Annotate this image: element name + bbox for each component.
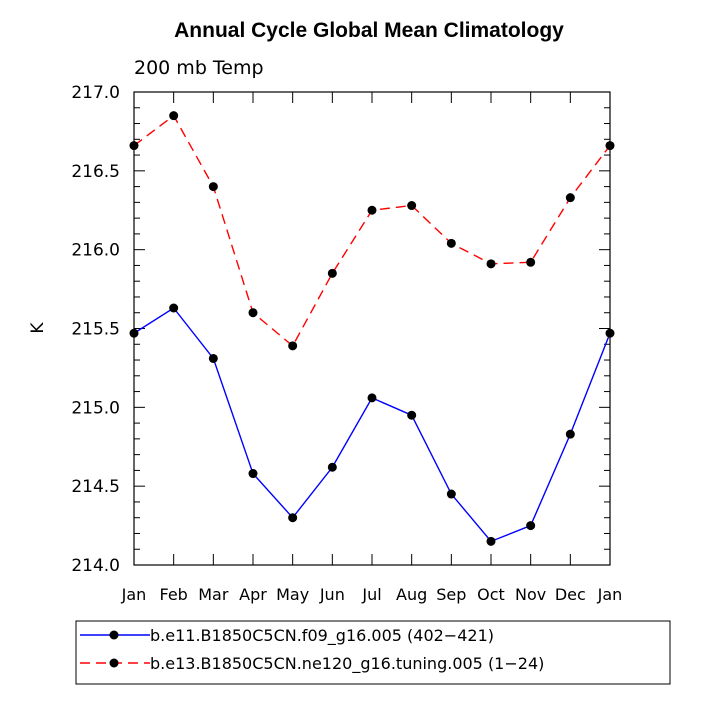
data-point [565, 193, 575, 203]
data-point [407, 201, 417, 211]
data-point [327, 268, 337, 278]
series-line-2 [133, 114, 611, 347]
data-point [526, 257, 536, 267]
data-point [288, 513, 298, 523]
data-point [407, 410, 417, 420]
x-tick-label: Jun [319, 585, 345, 604]
legend-box [75, 620, 671, 685]
y-tick-label: 216.5 [71, 162, 120, 182]
y-tick-label: 215.0 [71, 398, 120, 418]
data-point [169, 303, 179, 313]
data-point [169, 111, 179, 121]
legend: b.e11.B1850C5CN.f09_g16.005 (402−421) b.e… [75, 620, 671, 685]
y-tick-label: 214.0 [71, 556, 120, 576]
chart-subtitle: 200 mb Temp [134, 57, 264, 79]
data-point [327, 462, 337, 472]
data-point [248, 308, 258, 318]
x-tick-label: Aug [396, 585, 427, 604]
data-point [486, 536, 496, 546]
data-point [486, 259, 496, 269]
y-tick-label: 214.5 [71, 477, 120, 497]
data-point [248, 469, 258, 479]
data-point [565, 429, 575, 439]
chart-title: Annual Cycle Global Mean Climatology [174, 19, 564, 42]
x-tick-label: Jan [121, 585, 147, 604]
legend-label-1: b.e11.B1850C5CN.f09_g16.005 (402−421) [150, 626, 494, 646]
x-tick-label: May [276, 585, 309, 604]
legend-entries: b.e11.B1850C5CN.f09_g16.005 (402−421) b.e… [80, 626, 544, 674]
y-axis-label: K [28, 322, 48, 334]
x-tick-label: Jan [597, 585, 623, 604]
data-point [605, 328, 615, 338]
x-tick-label: Oct [477, 585, 505, 604]
x-tick-label: Sep [436, 585, 466, 604]
y-tick-label: 217.0 [71, 83, 120, 103]
data-point [288, 341, 298, 351]
data-point [129, 141, 139, 151]
legend-marker [109, 630, 119, 640]
plot-frame [133, 91, 611, 566]
data-point [446, 489, 456, 499]
y-tick-label: 215.5 [71, 320, 120, 340]
y-tick-label: 216.0 [71, 241, 120, 261]
series-layer [129, 111, 615, 546]
data-point [367, 393, 377, 403]
data-point [129, 328, 139, 338]
legend-marker [109, 658, 119, 668]
data-point [208, 182, 218, 192]
data-point [605, 141, 615, 151]
legend-label-2: b.e13.B1850C5CN.ne120_g16.tuning.005 (1−… [150, 654, 544, 674]
x-tick-label: Nov [515, 585, 546, 604]
data-point [208, 353, 218, 363]
x-tick-label: Apr [239, 585, 267, 604]
x-tick-label: Feb [160, 585, 188, 604]
data-point [367, 205, 377, 215]
series-line-1 [133, 307, 611, 543]
x-tick-label: Jul [361, 585, 381, 604]
x-tick-label: Dec [555, 585, 586, 604]
data-point [446, 238, 456, 248]
data-point [526, 521, 536, 531]
x-tick-label: Mar [198, 585, 229, 604]
tick-layer: 214.0 214.5 215.0 215.5 216.0 216.5 217.0 Jan Fe… [71, 83, 622, 604]
